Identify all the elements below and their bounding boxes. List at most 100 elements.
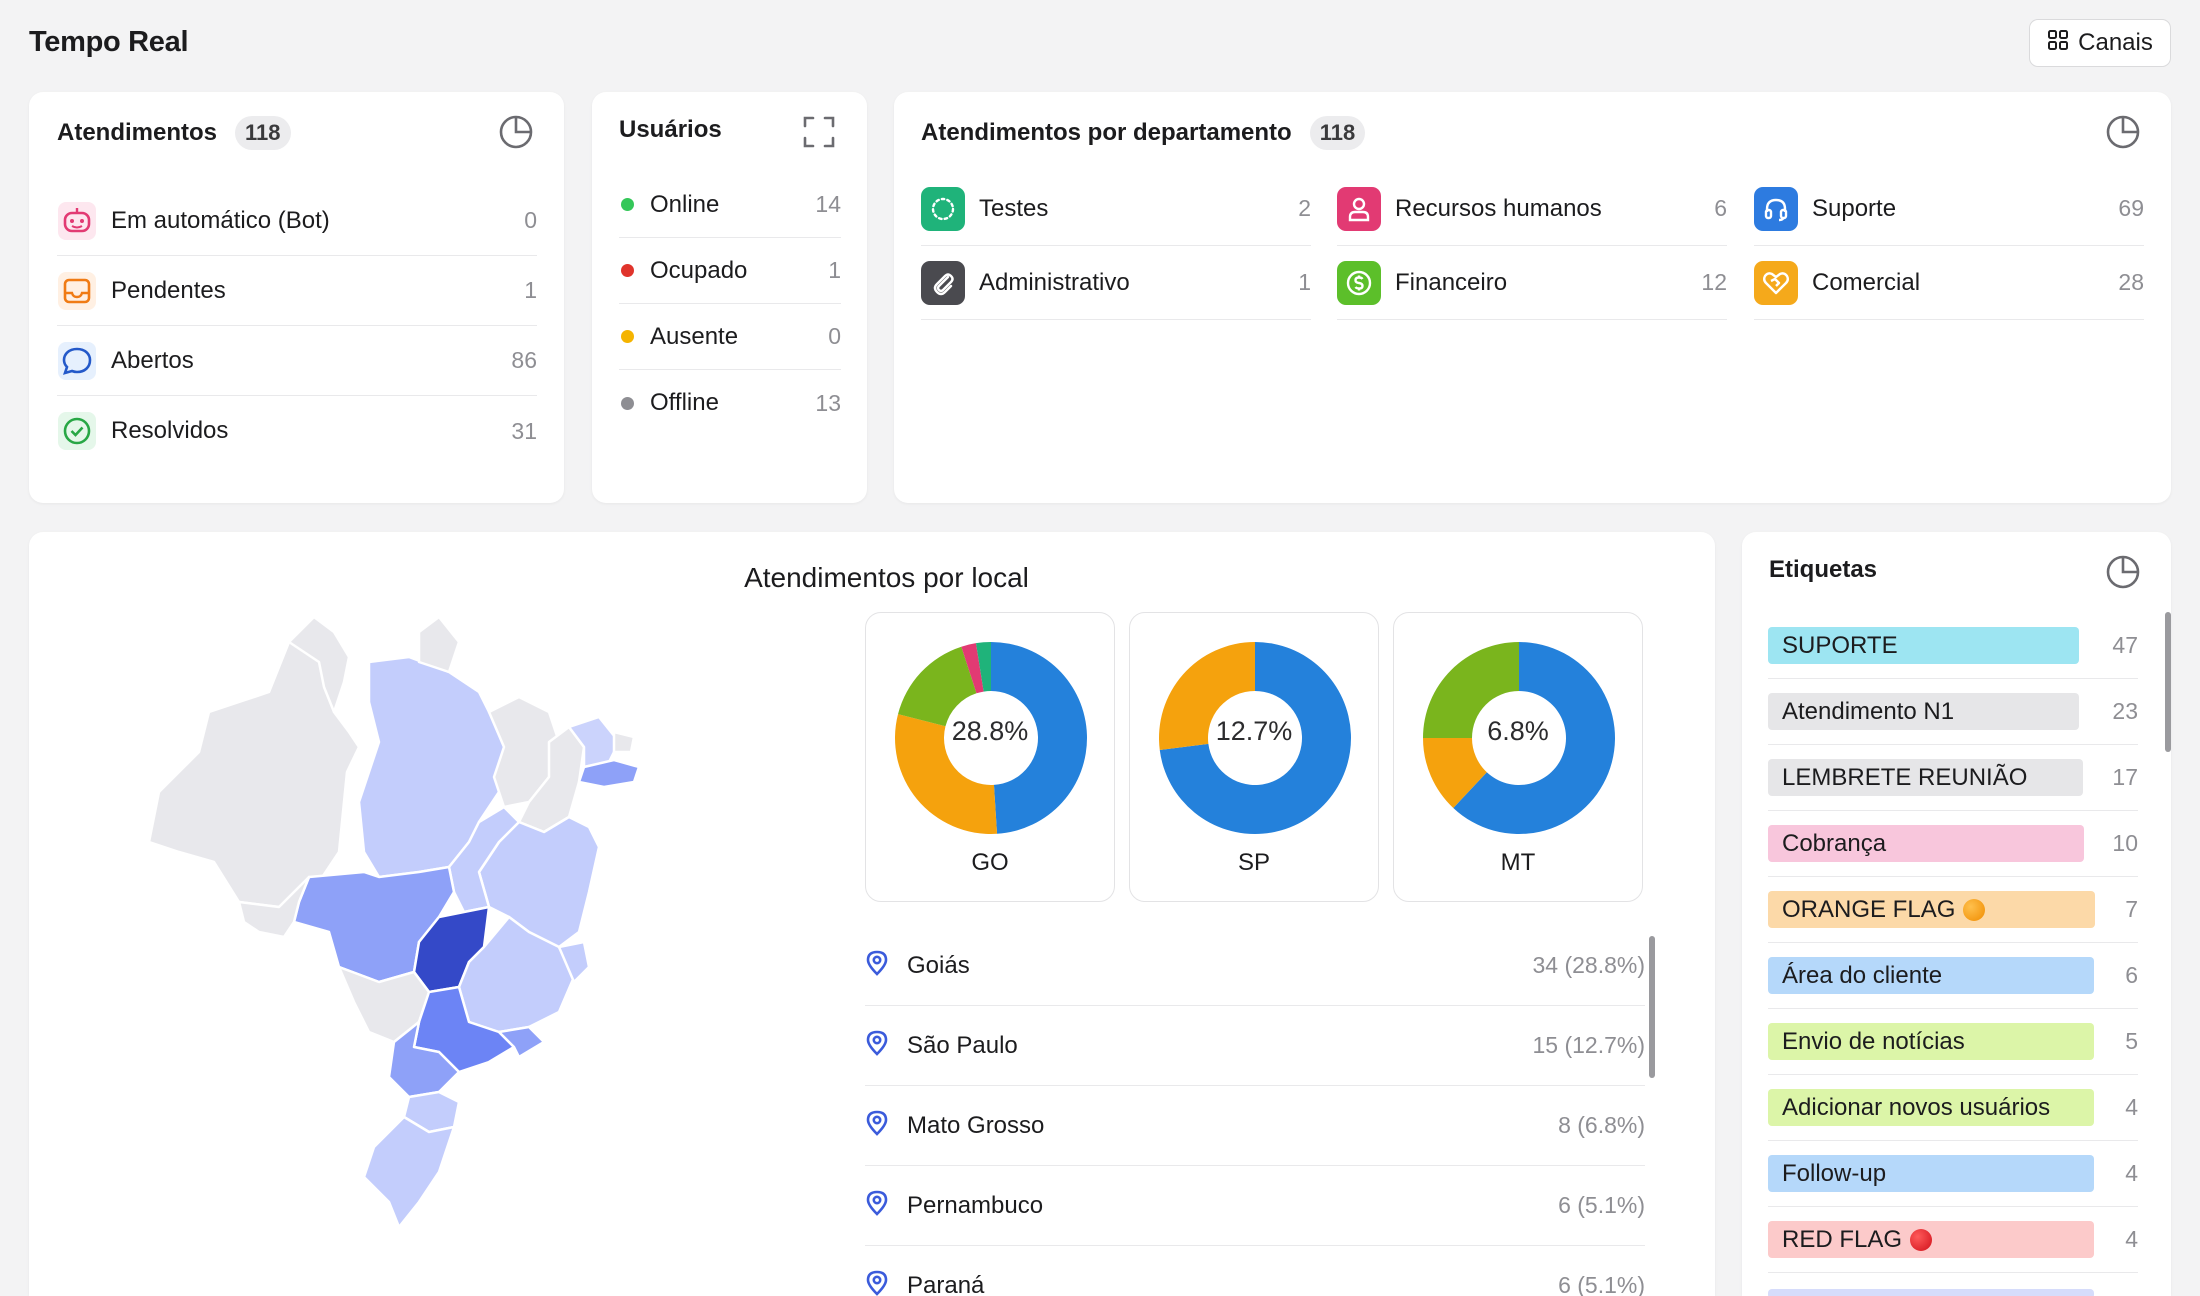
orange-circle-icon [1963, 898, 1986, 921]
donut-chart [1159, 642, 1351, 834]
pie-chart-icon[interactable] [2105, 554, 2141, 595]
tag-count: 4 [2125, 1160, 2138, 1186]
location-pin-icon [865, 1110, 889, 1141]
donut-percentage: 6.8% [1487, 716, 1549, 746]
canais-label: Canais [2078, 29, 2153, 56]
red-circle-icon [1910, 1228, 1933, 1251]
etiquetas-scrollbar[interactable] [2165, 612, 2171, 752]
state-rj [497, 1025, 546, 1059]
donut-slice-0[interactable] [1453, 642, 1615, 834]
tag-row[interactable]: Follow-up 4 [1768, 1141, 2138, 1207]
tag-row[interactable]: LEMBRETE REUNIÃO 17 [1768, 745, 2138, 811]
donut-card-mt[interactable]: 6.8% MT [1393, 612, 1643, 902]
donut-slice-4[interactable] [975, 642, 991, 692]
atendimento-row-resolvidos[interactable]: Resolvidos 31 [57, 396, 537, 466]
tag-row[interactable]: SUPORTE 47 [1768, 613, 2138, 679]
dept-row-recursos-humanos[interactable]: Recursos humanos 6 [1337, 172, 1727, 246]
local-card: Atendimentos por local [29, 532, 1715, 1296]
dept-row-administrativo[interactable]: Administrativo 1 [921, 246, 1311, 320]
state-es [557, 940, 591, 984]
location-list-scrollbar[interactable] [1649, 936, 1655, 1078]
donut-slice-1[interactable] [895, 714, 998, 834]
status-dot [621, 396, 634, 410]
donut-slice-2[interactable] [898, 646, 977, 727]
spinner-icon [921, 186, 965, 231]
tag-label: Cobrança [1782, 829, 1887, 857]
brazil-map[interactable] [119, 602, 739, 1242]
donut-slice-1[interactable] [1159, 642, 1255, 751]
dept-row-financeiro[interactable]: Financeiro 12 [1337, 246, 1727, 320]
location-label: Goiás [907, 951, 970, 979]
donut-slice-1[interactable] [1423, 738, 1487, 808]
departamentos-count-badge: 118 [1309, 116, 1366, 150]
dept-row-suporte[interactable]: Suporte 69 [1754, 172, 2144, 246]
usuario-label: Ausente [650, 322, 739, 350]
state-ap [417, 615, 461, 674]
location-pin-icon [865, 950, 889, 981]
usuario-row-offline[interactable]: Offline 13 [619, 370, 841, 436]
tag-row[interactable]: RED FLAG 4 [1768, 1207, 2138, 1273]
chat-bubble-icon [57, 341, 97, 381]
usuario-row-ocupado[interactable]: Ocupado 1 [619, 238, 841, 304]
tag-count: 4 [2125, 1094, 2138, 1120]
tag-row[interactable]: Cobrança 10 [1768, 811, 2138, 877]
donut-slice-0[interactable] [1159, 642, 1351, 834]
donut-slice-3[interactable] [961, 643, 984, 694]
tag-row[interactable]: Envio de notícias 5 [1768, 1009, 2138, 1075]
canais-button[interactable]: Canais [2029, 19, 2171, 67]
donut-slice-2[interactable] [1423, 642, 1519, 738]
location-row[interactable]: Pernambuco 6 (5.1%) [865, 1166, 1645, 1246]
dept-row-comercial[interactable]: Comercial 28 [1754, 246, 2144, 320]
state-am [147, 630, 361, 909]
usuario-row-online[interactable]: Online 14 [619, 172, 841, 238]
dept-label: Suporte [1812, 194, 1897, 222]
atendimento-label: Abertos [111, 346, 194, 374]
status-dot [621, 198, 634, 211]
pie-chart-icon[interactable] [2105, 114, 2141, 155]
tag-row[interactable]: ORANGE FLAG 7 [1768, 877, 2138, 943]
departamentos-title: Atendimentos por departamento [921, 119, 1292, 146]
expand-icon[interactable] [801, 114, 837, 155]
dept-row-testes[interactable]: Testes 2 [921, 172, 1311, 246]
atendimento-label: Em automático (Bot) [111, 206, 330, 234]
state-rn [612, 730, 636, 754]
donut-card-go[interactable]: 28.8% GO [865, 612, 1115, 902]
location-row[interactable]: Goiás 34 (28.8%) [865, 926, 1645, 1006]
tag-count: 10 [2112, 830, 2138, 856]
atendimento-row-bot[interactable]: Em automático (Bot) 0 [57, 186, 537, 256]
tag-count: 17 [2112, 764, 2138, 790]
tag-label: Adicionar novos usuários [1782, 1093, 2051, 1121]
dept-label: Recursos humanos [1395, 194, 1602, 222]
donut-slice-0[interactable] [991, 642, 1087, 834]
tag-count: 23 [2112, 698, 2138, 724]
tag-label: SUPORTE [1782, 631, 1898, 659]
atendimento-row-pendentes[interactable]: Pendentes 1 [57, 256, 537, 326]
donut-card-sp[interactable]: 12.7% SP [1129, 612, 1379, 902]
atendimento-row-abertos[interactable]: Abertos 86 [57, 326, 537, 396]
location-row[interactable]: Paraná 6 (5.1%) [865, 1246, 1645, 1296]
location-row[interactable]: Mato Grosso 8 (6.8%) [865, 1086, 1645, 1166]
tag-label: ORANGE FLAG [1782, 895, 1956, 923]
tag-pill: Cobrança [1768, 825, 2084, 862]
pie-chart-icon[interactable] [498, 114, 534, 155]
tag-pill: Atendimento N1 [1768, 693, 2079, 730]
tag-count: 5 [2125, 1028, 2138, 1054]
usuario-label: Offline [650, 389, 719, 416]
departamentos-card: Atendimentos por departamento 118 Testes… [894, 92, 2171, 503]
tag-pill-partial [1768, 1289, 2094, 1296]
location-value: 6 (5.1%) [1558, 1192, 1645, 1218]
tag-row[interactable]: Área do cliente 6 [1768, 943, 2138, 1009]
usuario-row-ausente[interactable]: Ausente 0 [619, 304, 841, 370]
etiquetas-title: Etiquetas [1769, 556, 1878, 583]
atendimento-value: 1 [524, 277, 537, 303]
tag-row[interactable]: Atendimento N1 23 [1768, 679, 2138, 745]
location-row[interactable]: São Paulo 15 (12.7%) [865, 1006, 1645, 1086]
tag-pill: ORANGE FLAG [1768, 891, 2095, 928]
atendimento-label: Resolvidos [111, 417, 229, 444]
tag-row[interactable]: Adicionar novos usuários 4 [1768, 1075, 2138, 1141]
donut-chart [1423, 642, 1615, 834]
headset-icon [1754, 186, 1798, 231]
dept-value: 6 [1714, 195, 1727, 221]
state-mg [457, 915, 576, 1034]
donut-label: SP [1237, 849, 1270, 876]
